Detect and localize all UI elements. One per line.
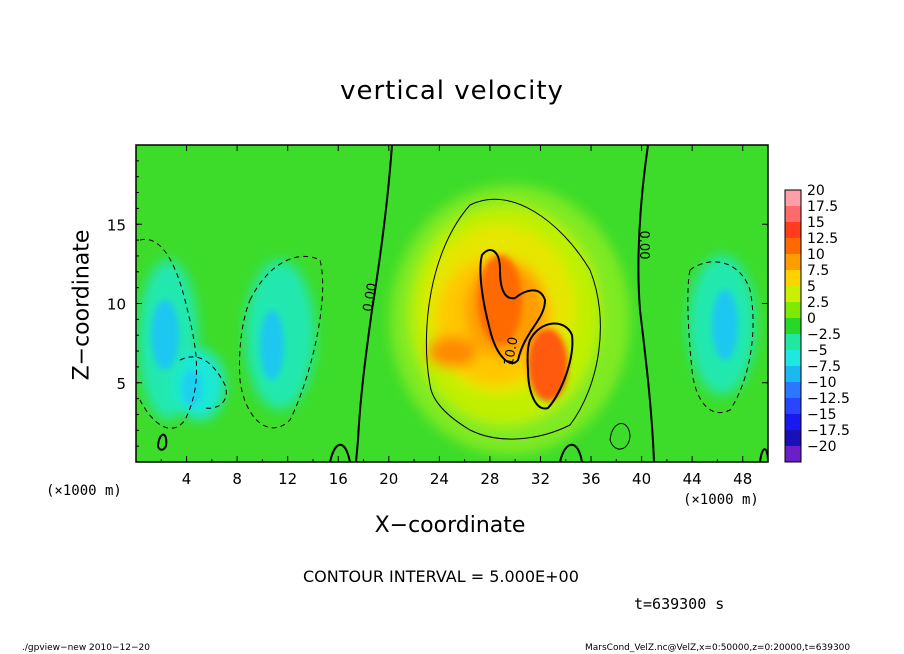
colorbar-swatch [785,206,801,223]
colorbar-label: −20 [807,439,837,455]
colorbar-swatch [785,382,801,399]
footer-right: MarsCond_VelZ.nc@VelZ,x=0:50000,z=0:2000… [585,643,851,653]
colorbar-label: −12.5 [807,391,850,407]
contour-label: 0.00 [636,231,651,260]
x-unit-label-right: (×1000 m) [683,492,759,508]
colorbar-frame [784,189,802,463]
colorbar-swatch [785,302,801,319]
contour-label: 0.00 [361,282,381,313]
contour-label: 10.0 [502,336,522,367]
x-tick-label: 36 [581,470,600,488]
y-axis: 5 10 15 [107,160,768,447]
colorbar-swatch [785,270,801,287]
velocity-field [136,145,768,462]
colorbar-swatch [785,238,801,255]
contour-interval-note: CONTOUR INTERVAL = 5.000E+00 [303,567,579,586]
colorbar-swatch [785,430,801,447]
colorbar-swatch [785,414,801,431]
x-tick-label: 32 [531,470,550,488]
colorbar-swatch [785,222,801,239]
colorbar-label: −5 [807,343,828,359]
colorbar-swatch [785,190,801,207]
y-tick-label: 10 [107,296,126,314]
x-unit-label-left: (×1000 m) [46,483,122,499]
x-axis-label: X−coordinate [374,513,526,538]
colorbar-label: 12.5 [807,231,838,247]
x-tick-label: 20 [379,470,398,488]
x-axis: 4 8 12 16 20 24 28 32 36 40 44 48 [160,145,752,488]
colorbar-label: 10 [807,247,825,263]
colorbar-label: 17.5 [807,199,838,215]
colorbar-label: −17.5 [807,423,850,439]
x-tick-label: 44 [683,470,702,488]
footer-left: ./gpview−new 2010−12−20 [22,643,150,653]
colorbar: 2017.51512.5107.552.50−2.5−5−7.5−10−12.5… [784,183,850,463]
colorbar-label: −15 [807,407,837,423]
x-tick-label: 12 [278,470,297,488]
colorbar-label: 15 [807,215,825,231]
chart-title: vertical velocity [340,76,564,106]
colorbar-swatch [785,254,801,271]
x-tick-label: 28 [480,470,499,488]
colorbar-swatch [785,446,801,463]
colorbar-label: 7.5 [807,263,829,279]
colorbar-swatch [785,350,801,367]
time-label: t=639300 s [634,595,725,613]
colorbar-label: 2.5 [807,295,829,311]
colorbar-label: −10 [807,375,837,391]
y-tick-label: 5 [116,375,126,393]
contour-labels: 0.00 0.00 10.0 [361,231,651,367]
colorbar-label: −7.5 [807,359,841,375]
colorbar-label: 20 [807,183,825,199]
colorbar-swatch [785,366,801,383]
colorbar-label: 0 [807,311,816,327]
y-axis-label: Z−coordinate [69,229,95,381]
colorbar-label: −2.5 [807,327,841,343]
x-tick-label: 24 [430,470,449,488]
colorbar-label: 5 [807,279,816,295]
x-tick-label: 40 [632,470,651,488]
x-tick-label: 4 [182,470,192,488]
colorbar-swatch [785,286,801,303]
colorbar-swatch [785,398,801,415]
colorbar-swatch [785,334,801,351]
x-tick-label: 16 [329,470,348,488]
x-tick-label: 8 [232,470,242,488]
y-tick-label: 15 [107,216,126,234]
x-tick-label: 48 [733,470,752,488]
contour-lines [139,145,768,462]
colorbar-swatch [785,318,801,335]
